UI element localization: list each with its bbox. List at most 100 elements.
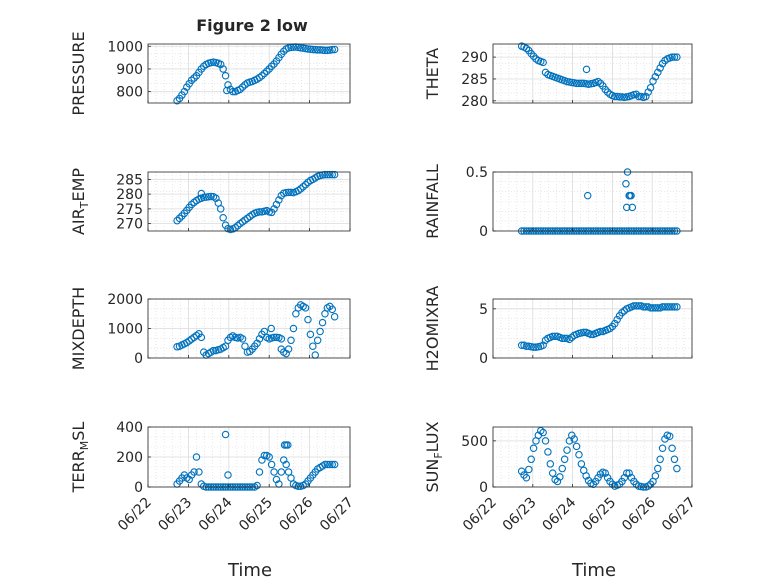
y-tick-label: 270: [116, 217, 143, 233]
data-point: [673, 303, 681, 311]
data-point: [628, 203, 637, 212]
data-point: [611, 319, 619, 328]
y-axis-label: THETA: [423, 48, 442, 100]
panel-6: 0 200 400 06/22 06/23 06/24 06/25 06/26 06/27 TER…: [69, 420, 357, 534]
y-axis-label: TERRMSL: [69, 422, 91, 494]
y-tick-label: 400: [116, 420, 143, 436]
figure-title: Figure 2 low: [196, 16, 308, 35]
data-point: [570, 435, 578, 443]
data-point: [548, 332, 557, 341]
data-point: [658, 444, 667, 452]
data-point: [568, 431, 576, 440]
data-point: [544, 448, 552, 456]
data-point: [591, 477, 600, 486]
y-tick-label: 275: [116, 202, 143, 218]
data-point: [517, 467, 526, 476]
data-point: [627, 474, 636, 482]
data-point: [238, 335, 247, 343]
y-axis-label: RAINFALL: [423, 164, 442, 239]
data-point: [560, 455, 569, 464]
panel-3: 0 0.5 RAINFALL: [423, 164, 693, 240]
data-point: [606, 324, 614, 333]
data-point: [204, 193, 213, 201]
x-tick-label: 06/22: [115, 495, 155, 535]
data-point: [522, 44, 531, 53]
data-point: [654, 304, 662, 312]
data-point: [192, 453, 201, 461]
data-point: [233, 221, 242, 230]
data-point: [522, 342, 531, 350]
data-point: [587, 330, 595, 339]
axes-box: [492, 43, 693, 104]
data-point: [309, 342, 317, 350]
data-point: [267, 460, 276, 469]
y-tick-label: 5: [479, 302, 488, 318]
data-point: [330, 45, 339, 54]
data-point: [582, 65, 591, 74]
data-point: [301, 180, 310, 189]
y-tick-label: 800: [116, 85, 143, 101]
data-point: [328, 460, 336, 469]
data-point: [654, 464, 662, 473]
data-point: [202, 193, 210, 201]
data-point: [326, 460, 334, 469]
data-point: [583, 191, 592, 200]
data-point: [304, 45, 312, 53]
data-point: [263, 67, 271, 75]
data-point: [289, 324, 298, 333]
data-point: [275, 196, 283, 204]
data-point: [185, 475, 193, 484]
data-point: [236, 85, 244, 94]
data-point: [577, 79, 586, 88]
data-point: [296, 185, 305, 193]
data-point: [284, 345, 293, 353]
data-point: [596, 327, 605, 336]
data-point: [330, 312, 339, 321]
x-tick-label: 06/27: [317, 495, 357, 535]
y-tick-label: 0: [479, 224, 488, 240]
panel-7: 0 500 06/22 06/23 06/24 06/25 06/26 06/27 SUNFLU…: [423, 421, 699, 534]
data-point: [670, 455, 679, 464]
data-point: [608, 480, 617, 488]
data-point: [656, 64, 664, 72]
y-axis-label: SUNFLUX: [423, 421, 445, 492]
data-point: [668, 444, 676, 452]
data-point: [282, 188, 290, 197]
data-point: [316, 46, 324, 54]
y-tick-label: 290: [461, 50, 488, 66]
y-tick-label: 280: [461, 94, 488, 110]
data-point: [529, 444, 538, 452]
data-point: [328, 305, 336, 314]
data-point: [284, 441, 292, 449]
data-point: [668, 53, 676, 61]
data-point: [656, 455, 664, 464]
y-tick-label: 280: [116, 187, 143, 203]
data-point: [330, 460, 339, 469]
data-point: [646, 304, 655, 312]
panel-5: 0 5 H2OMIXRA: [423, 286, 693, 371]
data-point: [321, 170, 329, 179]
data-point: [279, 47, 288, 56]
data-point: [173, 216, 181, 225]
data-point: [316, 327, 324, 336]
x-axis-label-right: Time: [571, 560, 616, 581]
data-point: [651, 73, 660, 81]
data-point: [255, 335, 264, 343]
axes-box: [147, 171, 351, 232]
data-point: [304, 315, 312, 324]
data-point: [551, 332, 559, 341]
data-point: [328, 45, 336, 54]
axes-box: [492, 426, 693, 488]
data-point: [219, 65, 227, 73]
x-tick-label: 06/25: [579, 495, 619, 535]
data-point: [323, 460, 332, 469]
data-point: [197, 189, 206, 198]
data-point: [260, 451, 269, 460]
y-tick-label: 285: [461, 72, 488, 88]
data-point: [173, 96, 181, 105]
data-point: [306, 330, 315, 339]
panel-0: 800 900 1000 PRESSURE: [69, 31, 351, 116]
data-point: [634, 302, 643, 310]
data-point: [267, 324, 275, 333]
data-point: [223, 86, 231, 95]
